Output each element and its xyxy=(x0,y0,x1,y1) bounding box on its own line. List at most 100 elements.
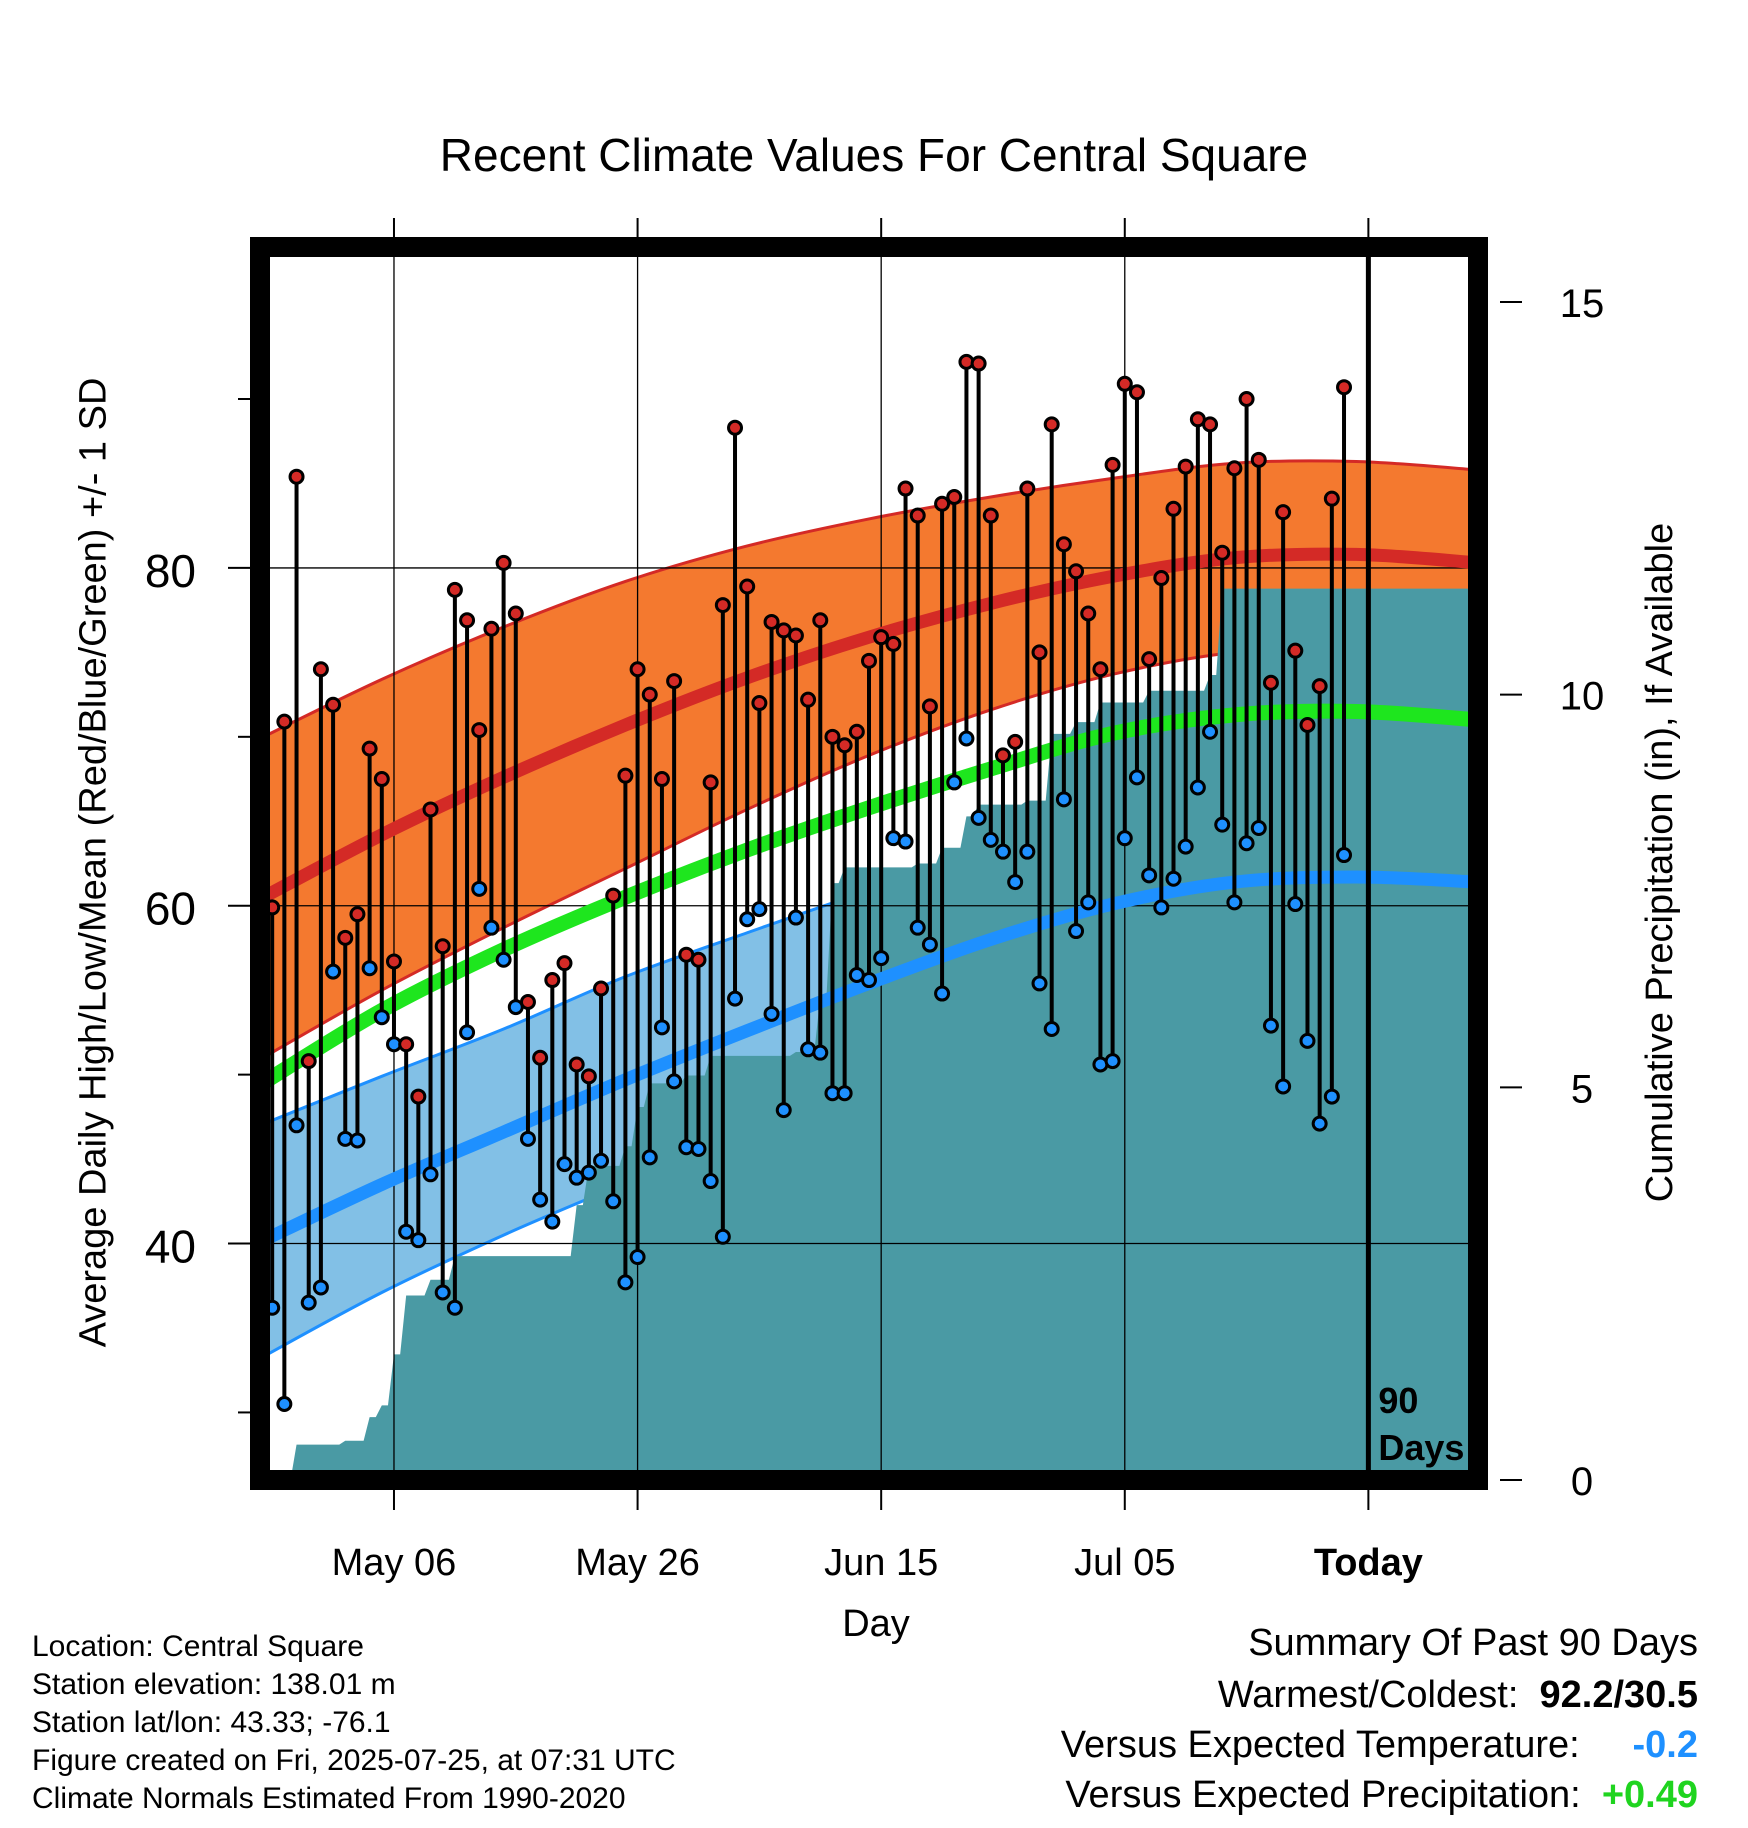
info-created: Figure created on Fri, 2025-07-25, at 07… xyxy=(32,1744,676,1777)
daily-low-point xyxy=(1189,779,1206,796)
daily-high-point xyxy=(1250,451,1267,468)
daily-low-point xyxy=(1323,1088,1340,1105)
daily-high-point xyxy=(1323,490,1340,507)
daily-high-point xyxy=(739,578,756,595)
daily-low-point xyxy=(653,1019,670,1036)
daily-high-point xyxy=(1311,678,1328,695)
info-location: Location: Central Square xyxy=(32,1630,364,1663)
daily-low-point xyxy=(958,730,975,747)
summary-temp: Versus Expected Temperature: -0.2 xyxy=(1061,1724,1698,1767)
daily-high-point xyxy=(946,488,963,505)
daily-low-point xyxy=(593,1152,610,1169)
daily-high-point xyxy=(385,953,402,970)
daily-high-point xyxy=(1202,416,1219,433)
daily-high-point xyxy=(507,605,524,622)
daily-high-point xyxy=(337,929,354,946)
daily-low-point xyxy=(666,1073,683,1090)
daily-high-point xyxy=(288,468,305,485)
daily-low-point xyxy=(1336,847,1353,864)
daily-high-point xyxy=(593,980,610,997)
summary-precip: Versus Expected Precipitation: +0.49 xyxy=(1065,1774,1698,1817)
daily-low-point xyxy=(1250,820,1267,837)
daily-low-point xyxy=(1165,870,1182,887)
daily-observations xyxy=(252,353,1353,1412)
daily-low-point xyxy=(288,1117,305,1134)
daily-high-point xyxy=(1336,379,1353,396)
y-right-tick-label: 0 xyxy=(1571,1460,1593,1504)
warm-cold-value: 92.2/30.5 xyxy=(1539,1674,1698,1716)
daily-low-point xyxy=(1153,899,1170,916)
daily-low-point xyxy=(519,1130,536,1147)
plot-frame: 90 Days xyxy=(250,237,1488,1490)
daily-high-point xyxy=(727,419,744,436)
daily-low-point xyxy=(471,880,488,897)
daily-high-point xyxy=(459,612,476,629)
x-tick-label: Jun 15 xyxy=(824,1542,938,1584)
daily-high-point xyxy=(885,635,902,652)
chart-title: Recent Climate Values For Central Square xyxy=(439,129,1309,181)
daily-low-point xyxy=(1141,867,1158,884)
daily-low-point xyxy=(897,833,914,850)
y-axis-label-right: Cumulative Precipitation (in), If Availa… xyxy=(1638,522,1681,1202)
plot-border xyxy=(250,237,1488,1490)
daily-high-point xyxy=(568,1056,585,1073)
daily-low-point xyxy=(1104,1053,1121,1070)
daily-low-point xyxy=(446,1299,463,1316)
daily-low-point xyxy=(1031,975,1048,992)
daily-high-point xyxy=(1092,661,1109,678)
daily-high-point xyxy=(361,740,378,757)
daily-high-point xyxy=(873,629,890,646)
daily-low-point xyxy=(1226,894,1243,911)
daily-high-point xyxy=(861,652,877,669)
daily-low-point xyxy=(1043,1021,1060,1038)
daily-low-point xyxy=(312,1279,329,1296)
daily-low-point xyxy=(300,1294,317,1311)
x-axis-label: Day xyxy=(842,1603,910,1645)
period-label-number: 90 xyxy=(1378,1380,1418,1421)
daily-high-point xyxy=(1031,644,1048,661)
daily-high-point xyxy=(1177,458,1194,475)
daily-low-point xyxy=(727,990,744,1007)
daily-low-point xyxy=(422,1166,439,1183)
daily-low-point xyxy=(276,1395,293,1412)
y-left-tick-label: 60 xyxy=(145,883,196,935)
daily-high-point xyxy=(751,695,768,712)
daily-high-point xyxy=(325,696,342,713)
daily-low-point xyxy=(946,774,963,791)
daily-high-point xyxy=(1141,651,1158,668)
y-right-tick-label: 15 xyxy=(1560,282,1605,326)
daily-high-point xyxy=(1153,570,1170,587)
daily-low-point xyxy=(812,1044,829,1061)
daily-low-point xyxy=(459,1024,476,1041)
x-tick-label: Jul 05 xyxy=(1074,1542,1175,1584)
daily-high-point xyxy=(787,627,804,644)
daily-high-point xyxy=(714,597,731,614)
daily-low-point xyxy=(1080,894,1097,911)
daily-high-point xyxy=(1214,544,1231,561)
daily-low-point xyxy=(1238,835,1255,852)
daily-high-point xyxy=(629,661,646,678)
daily-high-point xyxy=(1080,605,1097,622)
daily-low-point xyxy=(702,1173,719,1190)
daily-high-point xyxy=(1299,716,1316,733)
daily-high-point xyxy=(556,955,573,972)
daily-low-point xyxy=(690,1140,707,1157)
daily-high-point xyxy=(422,801,439,818)
daily-low-point xyxy=(994,843,1011,860)
daily-low-point xyxy=(556,1156,573,1173)
daily-high-point xyxy=(1104,456,1121,473)
daily-high-point xyxy=(373,771,390,788)
daily-low-point xyxy=(775,1102,792,1119)
daily-low-point xyxy=(909,919,926,936)
daily-low-point xyxy=(1177,838,1194,855)
daily-high-point xyxy=(398,1036,415,1053)
daily-low-point xyxy=(1299,1032,1316,1049)
daily-low-point xyxy=(970,809,987,826)
daily-low-point xyxy=(1287,896,1304,913)
info-normals: Climate Normals Estimated From 1990-2020 xyxy=(32,1782,626,1815)
daily-high-point xyxy=(446,581,463,598)
daily-low-point xyxy=(763,1005,780,1022)
daily-low-point xyxy=(1214,816,1231,833)
daily-high-point xyxy=(617,767,634,784)
daily-high-point xyxy=(1287,642,1304,659)
